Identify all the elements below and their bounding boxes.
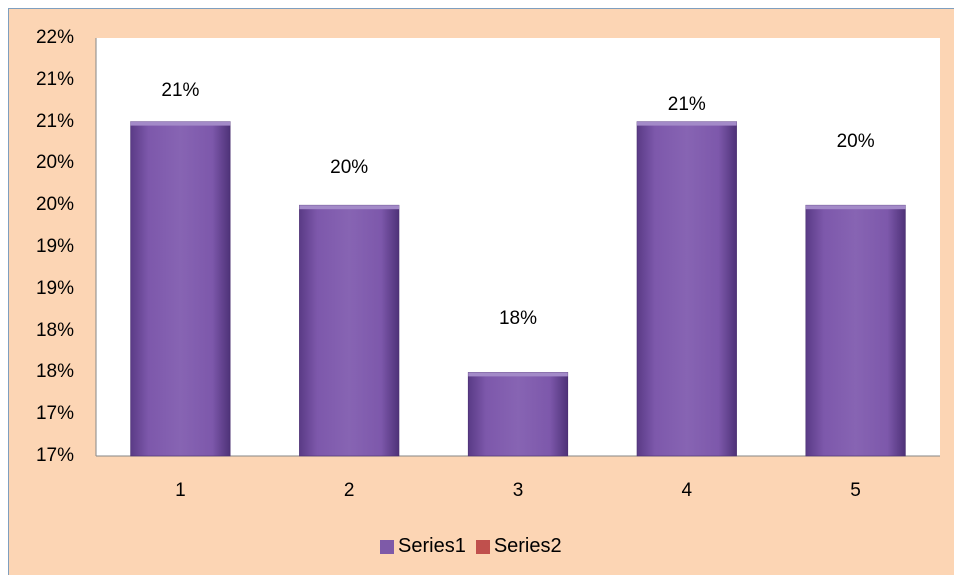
x-tick-label: 3 — [512, 480, 524, 501]
legend-label-series2: Series2 — [493, 535, 562, 557]
y-tick-label: 22% — [35, 27, 74, 48]
bar-top-bevel — [468, 372, 568, 377]
y-tick-label: 17% — [35, 445, 74, 466]
y-tick-label: 20% — [35, 194, 74, 216]
bar-top-bevel — [130, 121, 231, 126]
data-label: 20% — [330, 157, 369, 179]
y-tick-label: 18% — [35, 361, 74, 383]
y-tick-label: 21% — [35, 68, 74, 90]
bar-top-bevel — [299, 205, 399, 210]
data-label: 20% — [836, 131, 875, 153]
legend-item-series2: Series2 — [475, 535, 562, 558]
x-tick-label: 4 — [681, 480, 693, 501]
bar-top-bevel — [637, 121, 737, 126]
bar-1 — [130, 121, 231, 457]
bar-3 — [467, 372, 569, 457]
y-tick-label: 21% — [35, 110, 74, 132]
series1-bars — [130, 121, 906, 457]
legend-swatch-series1 — [380, 539, 394, 554]
bar-top-bevel — [805, 205, 906, 210]
y-tick-label: 20% — [35, 152, 74, 174]
bar-5 — [805, 204, 906, 457]
bar-4 — [636, 121, 737, 457]
legend-item-series1: Series1 — [380, 535, 466, 558]
x-tick-label: 2 — [343, 480, 355, 501]
y-tick-label: 19% — [35, 236, 74, 257]
legend: Series1 Series2 — [380, 535, 572, 558]
legend-label-series1: Series1 — [398, 535, 466, 557]
y-tick-label: 18% — [35, 319, 74, 341]
data-label: 21% — [161, 79, 200, 101]
bar-2 — [299, 204, 400, 457]
legend-swatch-series2 — [475, 539, 490, 554]
x-tick-label: 5 — [850, 480, 861, 501]
data-label: 18% — [498, 308, 538, 330]
y-tick-label: 19% — [35, 277, 74, 299]
y-tick-label: 17% — [35, 403, 74, 425]
x-tick-label: 1 — [175, 480, 186, 501]
data-label: 21% — [667, 93, 706, 115]
